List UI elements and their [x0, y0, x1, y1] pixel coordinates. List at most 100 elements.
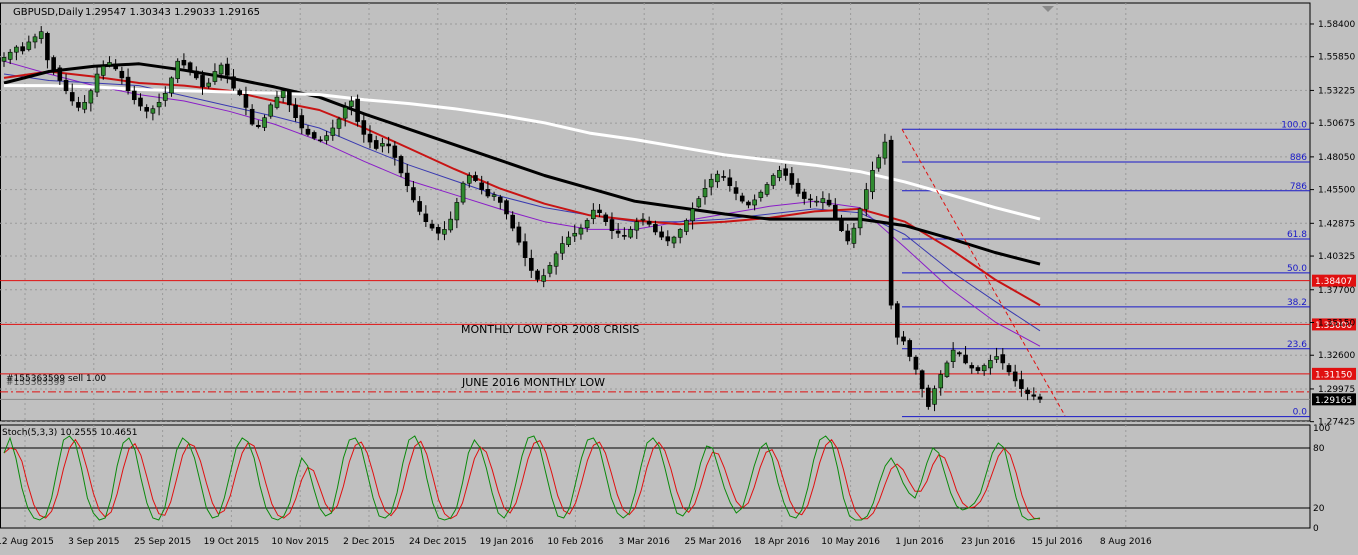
bear-candle: [510, 214, 515, 229]
bear-candle: [287, 90, 292, 106]
bear-candle: [653, 224, 658, 233]
bear-candle: [485, 189, 491, 197]
bull-candle: [14, 46, 19, 53]
ohlc-readout: 1.29547 1.30343 1.29033 1.29165: [85, 7, 260, 18]
bull-candle: [448, 218, 453, 231]
bull-candle: [764, 184, 770, 195]
annotation-monthly-low-2008[interactable]: MONTHLY LOW FOR 2008 CRISIS: [461, 323, 639, 336]
fibonacci-retracement[interactable]: 100.0 886 786 61.8 50.0 38.2 23.6 0.0: [902, 120, 1310, 418]
bull-candle: [758, 191, 764, 198]
price-pane-frame: [0, 2, 1311, 422]
bull-candle: [863, 189, 869, 210]
fib-level-label: 0.0: [1293, 408, 1308, 418]
bear-candle: [200, 75, 205, 88]
horizontal-levels[interactable]: 1.38407 1.35000 1.31150 1.29165: [0, 274, 1356, 406]
scroll-shift-marker[interactable]: [1042, 6, 1054, 12]
bull-candle: [696, 198, 702, 208]
bull-candle: [671, 236, 677, 244]
bull-candle: [336, 118, 342, 129]
bear-candle: [473, 175, 478, 181]
bear-candle: [1012, 371, 1018, 382]
bull-candle: [380, 143, 385, 147]
bull-candle: [442, 229, 447, 235]
time-axis-label: 3 Mar 2016: [619, 537, 671, 547]
bear-candle: [299, 115, 305, 129]
bull-candle: [690, 208, 695, 222]
bear-candle: [529, 257, 534, 271]
bull-candle: [857, 208, 863, 229]
annotation-june-2016-low[interactable]: JUNE 2016 MONTHLY LOW: [461, 376, 605, 389]
bull-candle: [1, 57, 7, 62]
time-axis: 12 Aug 2015 3 Sep 2015 25 Sep 2015 19 Oct 2…: [0, 537, 1152, 547]
bull-candle: [994, 356, 999, 360]
bear-candle: [727, 177, 733, 187]
bull-candle: [38, 31, 44, 39]
bull-candle: [708, 179, 714, 188]
bear-candle: [57, 67, 63, 81]
bull-candle: [206, 82, 212, 87]
bear-candle: [975, 367, 981, 371]
price-axis: 1.58400 1.55850 1.53225 1.50675 1.48050 1.455…: [1310, 20, 1355, 428]
bull-candle: [491, 194, 497, 197]
bear-candle: [733, 187, 739, 194]
bear-candle: [131, 90, 137, 101]
fib-level-label: 50.0: [1287, 264, 1307, 274]
bear-candle: [51, 57, 56, 71]
bear-candle: [919, 370, 925, 389]
price-tick-label: 1.53225: [1318, 86, 1355, 96]
bear-candle: [249, 108, 255, 125]
bull-candle: [460, 182, 466, 203]
bear-candle: [926, 387, 931, 407]
bear-candle: [665, 236, 671, 242]
bull-candle: [342, 107, 348, 119]
bear-candle: [839, 218, 844, 231]
time-axis-label: 10 Nov 2015: [271, 537, 329, 547]
level-price-box: [1312, 274, 1356, 287]
bear-candle: [746, 201, 751, 206]
bear-candle: [1025, 389, 1030, 395]
time-axis-label: 15 Jul 2016: [1032, 537, 1083, 547]
bear-candle: [386, 143, 391, 147]
bear-candle: [597, 209, 602, 214]
bull-candle: [150, 108, 156, 114]
price-tick-label: 1.58400: [1318, 20, 1355, 30]
bull-candle: [280, 90, 286, 98]
bull-candle: [572, 232, 578, 237]
bear-candle: [113, 63, 118, 70]
time-axis-label: 19 Jan 2016: [480, 537, 534, 547]
bear-candle: [361, 120, 367, 135]
order-label[interactable]: #155363599 sell 1.00: [6, 374, 106, 384]
bear-candle: [45, 33, 50, 61]
bull-candle: [560, 243, 565, 254]
bear-candle: [504, 200, 509, 215]
bear-candle: [783, 168, 788, 176]
bear-candle: [795, 182, 801, 194]
bear-candle: [423, 213, 429, 223]
bear-candle: [293, 104, 298, 119]
trendline[interactable]: [901, 129, 1066, 416]
bear-candle: [1037, 396, 1043, 400]
bear-candle: [144, 107, 149, 112]
bear-candle: [615, 230, 621, 234]
level-price-box: [1312, 367, 1356, 380]
fib-trend-line[interactable]: [901, 129, 1066, 416]
bull-candle: [876, 157, 882, 169]
level-price-label: 1.38407: [1315, 277, 1352, 287]
fib-level-label: 38.2: [1287, 298, 1307, 308]
bull-candle: [541, 275, 547, 282]
time-axis-label: 19 Oct 2015: [204, 537, 260, 547]
bull-candle: [684, 220, 689, 232]
bear-candle: [901, 336, 906, 342]
stoch-level-label: 100: [1313, 424, 1330, 434]
bull-candle: [324, 135, 329, 141]
bear-candle: [845, 230, 850, 242]
stochastic-label: Stoch(5,3,3) 10.2555 10.4651: [2, 428, 137, 438]
time-axis-label: 12 Aug 2015: [0, 537, 54, 547]
time-axis-label: 18 Apr 2016: [754, 537, 810, 547]
time-axis-label: 1 Jun 2016: [895, 537, 944, 547]
bull-candle: [466, 175, 472, 184]
bear-candle: [535, 270, 540, 280]
bull-candle: [715, 173, 720, 183]
bull-candle: [634, 221, 640, 231]
